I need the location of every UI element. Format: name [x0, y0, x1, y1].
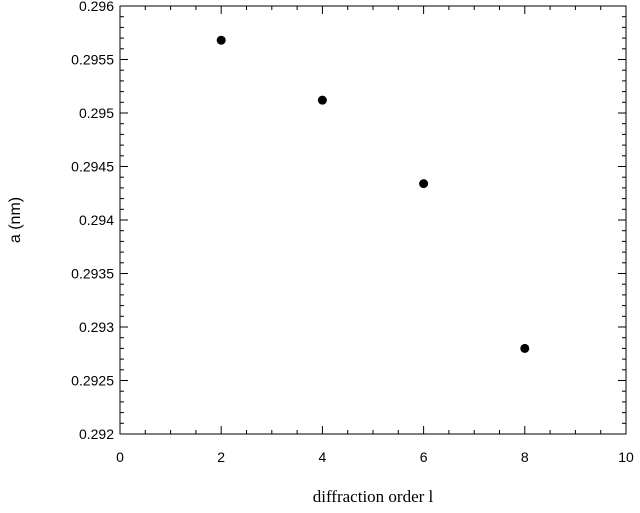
y-tick-label: 0.2955 [71, 52, 114, 68]
x-axis-tick-labels: 0 2 4 6 8 10 [116, 449, 634, 465]
y-tick-label: 0.2945 [71, 159, 114, 175]
x-axis-ticks [119, 6, 627, 434]
y-tick-label: 0.293 [79, 319, 114, 335]
x-tick-label: 4 [319, 449, 327, 465]
y-axis-tick-labels: 0.292 0.2925 0.293 0.2935 0.294 0.2945 0.295 0.… [71, 0, 114, 442]
x-tick-label: 0 [116, 449, 124, 465]
plot-frame [119, 5, 627, 435]
y-axis-title: a (nm) [7, 197, 24, 243]
y-tick-label: 0.295 [79, 105, 114, 121]
y-axis-ticks [120, 5, 626, 435]
y-tick-label: 0.2925 [71, 373, 114, 389]
data-point [520, 343, 530, 353]
data-point [317, 95, 327, 105]
y-tick-label: 0.2935 [71, 266, 114, 282]
x-axis-title: diffraction order l [313, 487, 434, 506]
x-tick-label: 8 [521, 449, 529, 465]
y-tick-label: 0.292 [79, 426, 114, 442]
x-tick-label: 6 [420, 449, 428, 465]
data-point [419, 179, 429, 189]
y-tick-label: 0.294 [79, 212, 114, 228]
data-points [216, 35, 530, 353]
data-point [216, 35, 226, 45]
x-tick-label: 2 [217, 449, 225, 465]
y-tick-label: 0.296 [79, 0, 114, 14]
x-tick-label: 10 [618, 449, 634, 465]
